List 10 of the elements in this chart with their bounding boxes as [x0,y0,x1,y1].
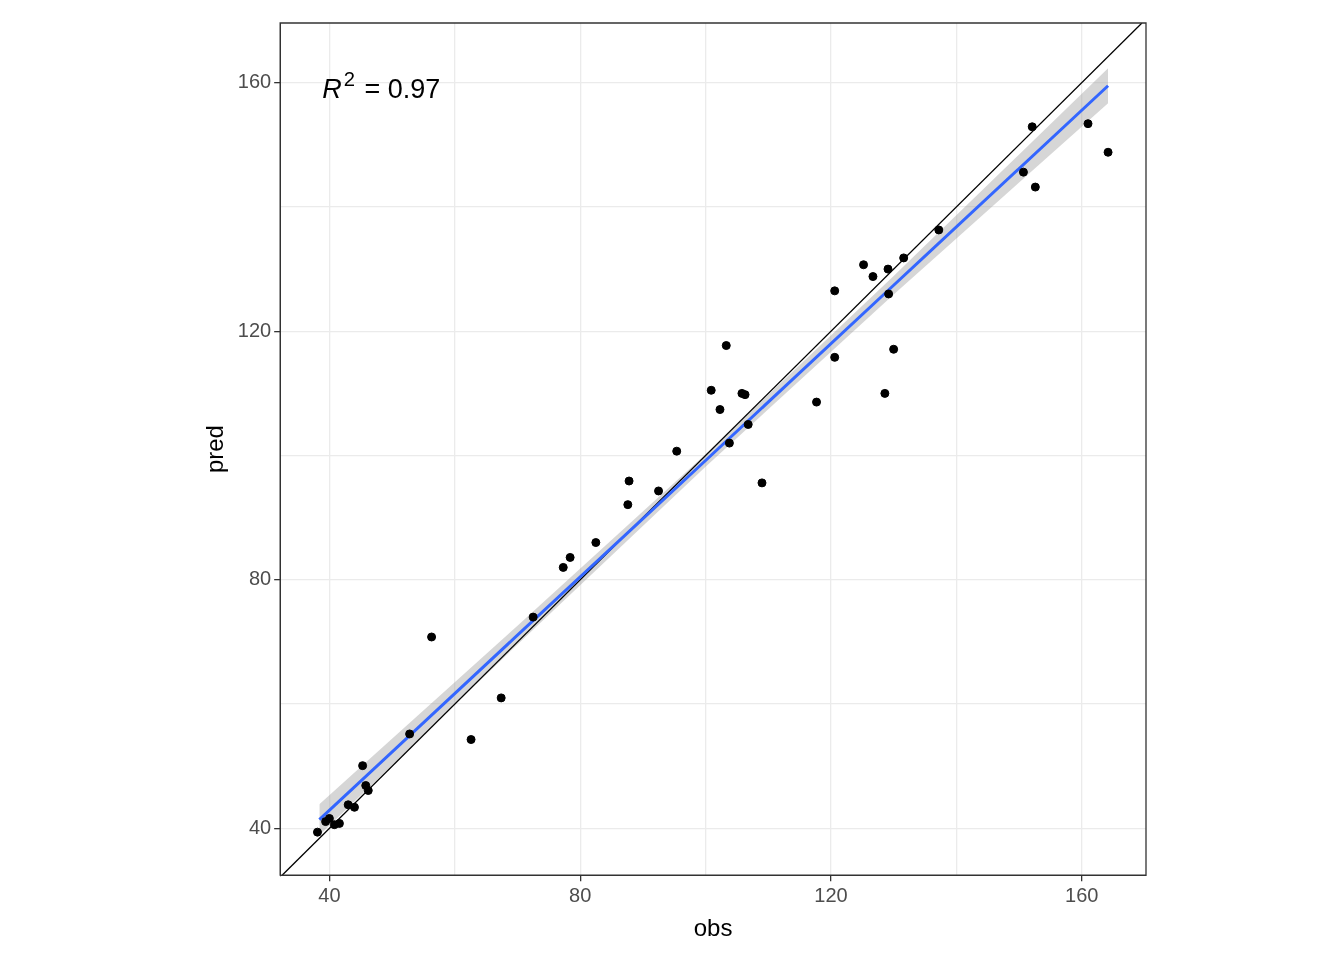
x-tick-label: 40 [318,883,341,906]
y-tick-label: 160 [237,70,272,93]
y-tick-label: 40 [248,815,272,838]
x-tick-label: 160 [1065,883,1099,906]
y-axis-title: pred [201,425,229,474]
x-axis-title: obs [693,914,733,942]
y-tick-label: 120 [237,318,272,341]
x-tick-label: 80 [569,883,592,906]
y-tick-label: 80 [248,567,272,590]
x-tick-label: 120 [814,883,848,906]
